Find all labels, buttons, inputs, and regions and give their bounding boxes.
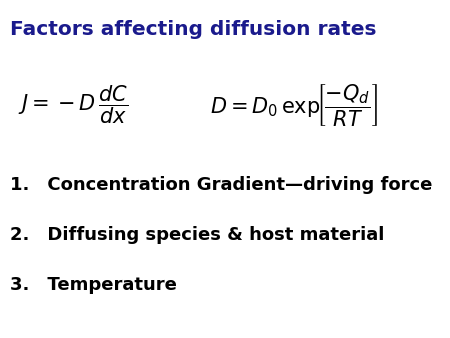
Text: 2. Diffusing species & host material: 2. Diffusing species & host material bbox=[10, 226, 384, 244]
Text: 1. Concentration Gradient—driving force: 1. Concentration Gradient—driving force bbox=[10, 176, 432, 194]
Text: Factors affecting diffusion rates: Factors affecting diffusion rates bbox=[10, 20, 377, 39]
Text: 3. Temperature: 3. Temperature bbox=[10, 276, 177, 294]
Text: $D = D_0\,\mathrm{exp}\!\left[\dfrac{-Q_d}{RT}\right]$: $D = D_0\,\mathrm{exp}\!\left[\dfrac{-Q_… bbox=[210, 83, 378, 129]
Text: $J = -D\,\dfrac{dC}{dx}$: $J = -D\,\dfrac{dC}{dx}$ bbox=[18, 83, 128, 125]
